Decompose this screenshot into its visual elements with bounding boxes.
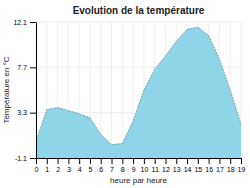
x-tick-mark — [198, 158, 199, 164]
x-axis-line — [37, 158, 242, 159]
x-tick-mark — [144, 158, 145, 164]
x-tick-label: 1 — [45, 166, 49, 173]
x-tick: 4 — [78, 158, 82, 173]
grid — [36, 22, 241, 158]
y-tick-mark — [30, 158, 36, 159]
x-tick-mark — [133, 158, 134, 164]
x-tick: 14 — [184, 158, 192, 173]
line — [36, 27, 241, 144]
x-tick: 10 — [140, 158, 148, 173]
y-tick: 12.1 — [13, 19, 36, 26]
x-tick-label: 9 — [132, 166, 136, 173]
x-tick: 18 — [227, 158, 235, 173]
x-tick: 16 — [205, 158, 213, 173]
y-tick-label: 3.3 — [17, 109, 27, 116]
x-tick-mark — [155, 158, 156, 164]
x-tick-label: 12 — [162, 166, 170, 173]
x-tick-label: 19 — [238, 166, 246, 173]
y-tick: -1.1 — [15, 155, 36, 162]
x-tick: 13 — [173, 158, 181, 173]
x-tick-label: 17 — [216, 166, 224, 173]
x-tick: 17 — [216, 158, 224, 173]
y-axis-title: Température en °C — [2, 56, 11, 123]
x-tick-label: 11 — [152, 166, 159, 173]
area — [36, 27, 241, 158]
y-tick: 3.3 — [17, 109, 36, 116]
x-tick: 11 — [152, 158, 159, 173]
x-tick-mark — [112, 158, 113, 164]
plot: 012345678910111213141516171819-1.13.37.7… — [13, 19, 245, 173]
marks — [36, 27, 241, 158]
x-tick-mark — [219, 158, 220, 164]
x-tick: 0 — [35, 158, 39, 173]
title: Evolution de la température — [73, 5, 205, 16]
x-tick-label: 15 — [194, 166, 202, 173]
x-tick-label: 16 — [205, 166, 213, 173]
x-tick-label: 5 — [88, 166, 92, 173]
x-grid-line — [36, 22, 37, 158]
x-tick: 8 — [121, 158, 125, 173]
x-tick-mark — [176, 158, 177, 164]
x-tick-label: 8 — [121, 166, 125, 173]
x-tick: 1 — [45, 158, 49, 173]
x-tick: 2 — [56, 158, 60, 173]
x-axis: 012345678910111213141516171819 — [35, 158, 246, 173]
y-tick: 7.7 — [17, 64, 36, 71]
x-tick-label: 13 — [173, 166, 181, 173]
x-tick: 9 — [132, 158, 136, 173]
x-tick-mark — [230, 158, 231, 164]
x-tick-label: 0 — [35, 166, 39, 173]
x-tick-mark — [101, 158, 102, 164]
x-tick-label: 7 — [110, 166, 114, 173]
x-tick-label: 6 — [99, 166, 103, 173]
x-tick: 3 — [67, 158, 71, 173]
y-tick-mark — [30, 113, 36, 114]
x-tick-mark — [79, 158, 80, 164]
x-tick: 5 — [88, 158, 92, 173]
x-tick-label: 18 — [227, 166, 235, 173]
x-axis-title: heure par heure — [110, 176, 167, 185]
x-tick-label: 14 — [184, 166, 192, 173]
x-tick: 19 — [238, 158, 246, 173]
x-tick-mark — [68, 158, 69, 164]
x-tick: 12 — [162, 158, 170, 173]
x-tick-mark — [90, 158, 91, 164]
y-tick-mark — [30, 67, 36, 68]
x-tick-label: 4 — [78, 166, 82, 173]
x-tick-label: 10 — [140, 166, 148, 173]
x-tick: 7 — [110, 158, 114, 173]
x-tick-mark — [47, 158, 48, 164]
x-tick-mark — [58, 158, 59, 164]
x-grid-line — [111, 22, 112, 158]
x-tick-label: 3 — [67, 166, 71, 173]
y-grid-line — [36, 22, 241, 23]
y-axis: -1.1 3.3 7.7 12.1 — [13, 19, 36, 162]
x-tick: 6 — [99, 158, 103, 173]
y-tick-label: 12.1 — [13, 19, 27, 26]
x-tick-label: 2 — [56, 166, 60, 173]
x-tick-mark — [36, 158, 37, 164]
x-tick-mark — [165, 158, 166, 164]
y-axis-line — [36, 23, 37, 159]
x-tick-mark — [241, 158, 242, 164]
chart: 012345678910111213141516171819-1.13.37.7… — [0, 0, 250, 188]
x-tick: 15 — [194, 158, 202, 173]
x-tick-mark — [122, 158, 123, 164]
y-tick-label: -1.1 — [15, 155, 27, 162]
x-grid-line — [122, 22, 123, 158]
x-tick-mark — [209, 158, 210, 164]
y-tick-label: 7.7 — [17, 64, 27, 71]
x-tick-mark — [187, 158, 188, 164]
y-tick-mark — [30, 22, 36, 23]
